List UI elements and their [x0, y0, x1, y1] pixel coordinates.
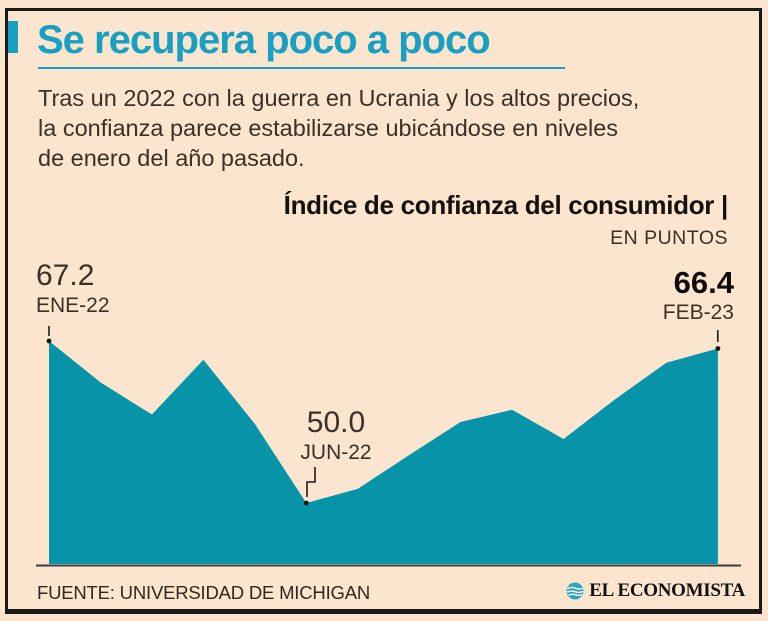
chart-unit-label: EN PUNTOS [610, 227, 728, 249]
annotation-feb23: 66.4 FEB-23 [663, 267, 734, 324]
dot-jun22 [303, 500, 309, 506]
source-label: FUENTE: UNIVERSIDAD DE MICHIGAN [37, 582, 370, 603]
brand-name: EL ECONOMISTA [589, 580, 745, 601]
annotation-feb23-date: FEB-23 [662, 301, 734, 324]
title-accent-bar [8, 21, 18, 53]
dot-jan22 [46, 338, 52, 344]
brand-logo: EL ECONOMISTA [566, 580, 745, 602]
subtitle-line-1: Tras un 2022 con la guerra en Ucrania y … [38, 85, 640, 111]
subtitle-line-2: la confianza parece estabilizarse ubicán… [38, 115, 619, 141]
page-title: Se recupera poco a poco [37, 18, 491, 62]
chart-title: Índice de confianza del consumidor | [283, 190, 729, 220]
connector-jun22 [306, 467, 316, 497]
annotation-feb23-value: 66.4 [673, 265, 734, 300]
annotation-jan22: 67.2 ENE-22 [36, 260, 110, 317]
annotation-jan22-date: ENE-22 [36, 294, 110, 317]
area-chart [36, 326, 741, 567]
annotation-jan22-value: 67.2 [36, 259, 95, 292]
area-series [49, 341, 718, 564]
globe-swirl-icon [566, 582, 584, 600]
subtitle: Tras un 2022 con la guerra en Ucrania y … [38, 83, 639, 173]
subtitle-line-3: de enero del año pasado. [38, 145, 305, 171]
title-underline [38, 67, 565, 69]
annotation-jun22: 50.0 JUN-22 [266, 407, 406, 464]
dot-feb23 [715, 346, 721, 351]
annotation-jun22-value: 50.0 [306, 406, 366, 439]
annotation-jun22-date: JUN-22 [300, 441, 372, 464]
frame-border [5, 8, 762, 614]
